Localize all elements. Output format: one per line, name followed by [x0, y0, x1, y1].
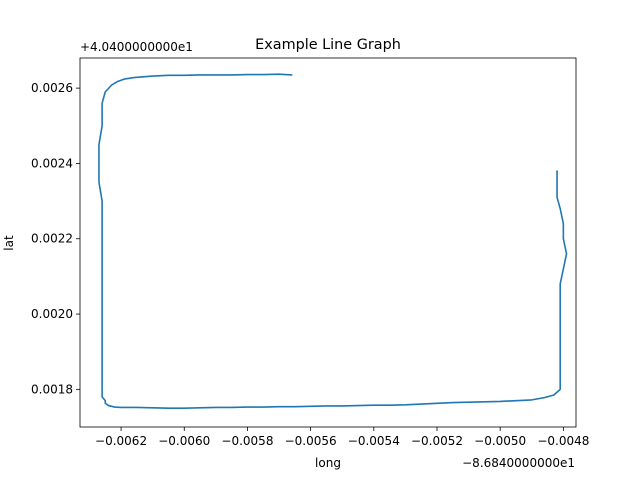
x-offset-label: −8.6840000000e1 — [462, 456, 575, 470]
y-tick-label: 0.0026 — [31, 81, 73, 95]
series-group — [98, 73, 568, 409]
y-offset-label: +4.0400000000e1 — [80, 40, 193, 54]
series-line-0 — [98, 73, 568, 409]
y-tick-label: 0.0024 — [31, 156, 73, 170]
x-tick-label: −0.0060 — [158, 434, 210, 448]
x-tick-label: −0.0056 — [285, 434, 337, 448]
x-tick-label: −0.0062 — [95, 434, 147, 448]
x-tick-label: −0.0058 — [221, 434, 273, 448]
chart-title: Example Line Graph — [255, 37, 401, 53]
x-tick-label: −0.0050 — [474, 434, 526, 448]
x-tick-label: −0.0054 — [348, 434, 400, 448]
x-tick-label: −0.0052 — [411, 434, 463, 448]
y-tick-label: 0.0020 — [31, 307, 73, 321]
plot-frame — [79, 57, 577, 428]
x-tick-label: −0.0048 — [537, 434, 589, 448]
x-axis-label: long — [315, 456, 341, 470]
x-axis-ticks: −0.0062 −0.0060 −0.0058 −0.0056 −0.0054 −0.00… — [95, 427, 589, 448]
y-axis-ticks: 0.0018 0.0020 0.0022 0.0024 0.0026 — [31, 81, 80, 396]
y-tick-label: 0.0022 — [31, 232, 73, 246]
y-tick-label: 0.0018 — [31, 382, 73, 396]
y-axis-label: lat — [2, 235, 16, 251]
